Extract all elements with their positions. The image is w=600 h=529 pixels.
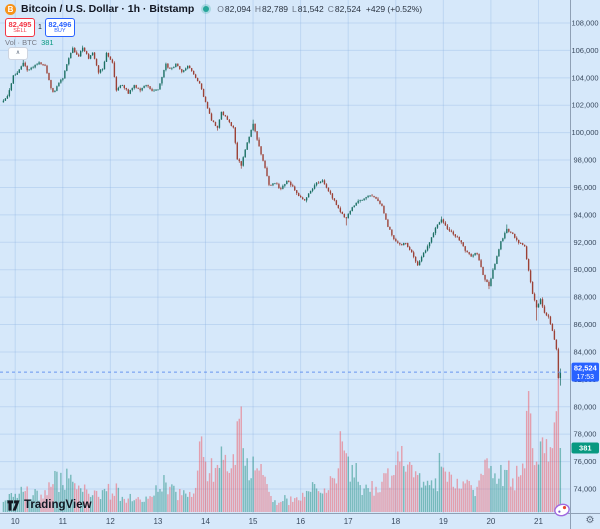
sell-button[interactable]: 82,495 SELL (5, 18, 35, 37)
volume-value: 381 (41, 38, 54, 47)
svg-text:102,000: 102,000 (571, 101, 598, 110)
sell-label: SELL (13, 28, 27, 34)
buy-button[interactable]: 82,496 BUY (44, 18, 75, 37)
svg-text:19: 19 (439, 517, 448, 526)
volume-legend: Vol · BTC 381 (5, 38, 54, 47)
svg-text:11: 11 (59, 517, 68, 526)
svg-text:100,000: 100,000 (571, 128, 598, 137)
sell-price: 82,495 (8, 19, 32, 29)
svg-text:15: 15 (249, 517, 258, 526)
spread-value: 1 (38, 24, 42, 31)
legend-collapse-button[interactable]: ∧ (8, 47, 28, 60)
svg-text:74,000: 74,000 (574, 485, 597, 494)
change-value: +429 (+0.52%) (365, 4, 423, 14)
svg-text:17: 17 (344, 517, 353, 526)
buy-label: BUY (54, 28, 66, 34)
svg-text:86,000: 86,000 (574, 320, 597, 329)
chart-sticker-icon[interactable] (553, 502, 571, 518)
svg-text:21: 21 (534, 517, 543, 526)
buy-price: 82,496 (48, 19, 72, 29)
trade-buttons: 82,495 SELL 1 82,496 BUY (5, 18, 75, 37)
svg-text:84,000: 84,000 (574, 347, 597, 356)
low-value: 81,542 (297, 4, 324, 14)
price-axis[interactable]: 74,00076,00078,00080,00082,00084,00086,0… (571, 19, 598, 494)
market-open-dot-icon[interactable] (203, 6, 210, 12)
svg-text:14: 14 (201, 517, 210, 526)
svg-text:90,000: 90,000 (574, 265, 597, 274)
svg-text:82,524: 82,524 (574, 364, 598, 373)
symbol-title[interactable]: Bitcoin / U.S. Dollar · 1h · Bitstamp (21, 3, 195, 15)
bitcoin-logo-icon: B (5, 3, 16, 15)
svg-text:78,000: 78,000 (574, 430, 597, 439)
volume-tag: 381 (571, 442, 599, 454)
svg-text:88,000: 88,000 (574, 293, 597, 302)
volume-bars-layer (2, 374, 562, 512)
close-value: 82,524 (334, 4, 361, 14)
svg-text:96,000: 96,000 (574, 183, 597, 192)
close-label: C (327, 4, 334, 14)
tradingview-watermark-text: TradingView (24, 499, 92, 511)
volume-label: Vol · BTC (5, 38, 38, 47)
tradingview-watermark[interactable]: TradingView (7, 497, 92, 513)
svg-text:76,000: 76,000 (574, 457, 597, 466)
svg-text:10: 10 (11, 517, 20, 526)
svg-text:20: 20 (486, 517, 495, 526)
svg-text:108,000: 108,000 (571, 19, 598, 28)
ohlc-values: O82,094 H82,789 L81,542 C82,524 +429 (+0… (217, 4, 422, 14)
high-value: 82,789 (262, 4, 289, 14)
svg-text:98,000: 98,000 (574, 156, 597, 165)
svg-text:104,000: 104,000 (571, 73, 598, 82)
candles-layer (2, 45, 562, 386)
low-label: L (292, 4, 297, 14)
time-axis[interactable]: 10 11 12 13 14 15 16 17 18 19 20 21 (11, 517, 544, 526)
high-label: H (254, 4, 262, 14)
svg-text:94,000: 94,000 (574, 210, 597, 219)
svg-text:381: 381 (579, 443, 592, 452)
svg-text:17:53: 17:53 (577, 374, 595, 381)
svg-text:12: 12 (106, 517, 115, 526)
svg-text:80,000: 80,000 (574, 402, 597, 411)
open-label: O (217, 4, 224, 14)
grid-layer (0, 0, 570, 513)
svg-text:18: 18 (391, 517, 400, 526)
symbol-legend: B Bitcoin / U.S. Dollar · 1h · Bitstamp … (5, 3, 422, 15)
tradingview-logo-icon (7, 499, 20, 511)
svg-text:16: 16 (296, 517, 305, 526)
svg-text:13: 13 (153, 517, 162, 526)
svg-text:106,000: 106,000 (571, 46, 598, 55)
settings-gear-icon[interactable]: ⚙ (585, 515, 595, 526)
open-value: 82,094 (224, 4, 251, 14)
svg-text:92,000: 92,000 (574, 238, 597, 247)
